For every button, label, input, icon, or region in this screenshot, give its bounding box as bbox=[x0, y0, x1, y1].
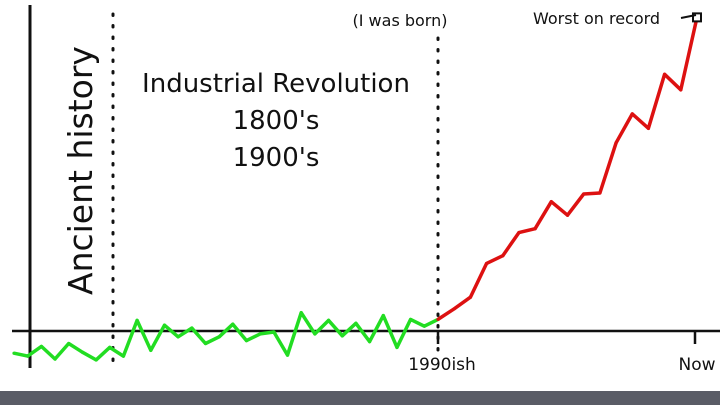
x-tick-label-now: Now bbox=[678, 355, 715, 375]
data-point-pre-1990-26 bbox=[368, 340, 372, 344]
data-point-pre-1990-20 bbox=[285, 353, 290, 357]
data-point-pre-1990-10 bbox=[149, 348, 153, 352]
data-point-post-1990-7 bbox=[549, 200, 553, 204]
data-point-post-1990-9 bbox=[582, 192, 586, 196]
data-point-pre-1990-29 bbox=[409, 317, 413, 322]
data-point-pre-1990-30 bbox=[422, 324, 426, 328]
data-point-post-1990-15 bbox=[679, 88, 683, 92]
data-point-pre-1990-11 bbox=[162, 323, 167, 327]
data-point-post-1990-12 bbox=[630, 112, 634, 116]
era-label-industrial: Industrial Revolution bbox=[142, 69, 410, 99]
data-point-post-1990-11 bbox=[614, 141, 618, 145]
data-point-pre-1990-13 bbox=[190, 326, 194, 330]
data-point-pre-1990-15 bbox=[217, 335, 221, 339]
data-point-pre-1990-22 bbox=[313, 332, 317, 336]
era-label-ancient: Ancient history bbox=[61, 46, 100, 295]
era-label-1900s: 1900's bbox=[233, 143, 320, 173]
data-point-pre-1990-18 bbox=[258, 332, 262, 336]
data-point-post-1990-5 bbox=[517, 230, 521, 235]
series-line-pre-1990 bbox=[13, 310, 439, 362]
series-line-post-1990 bbox=[437, 17, 699, 321]
data-point-pre-1990-3 bbox=[53, 357, 57, 361]
data-point-pre-1990-25 bbox=[354, 321, 358, 325]
data-point-post-1990-3 bbox=[484, 261, 489, 266]
era-label-1800s: 1800's bbox=[233, 106, 320, 136]
era-label-born: (I was born) bbox=[353, 11, 448, 30]
data-point-pre-1990-7 bbox=[108, 345, 112, 350]
data-point-pre-1990-1 bbox=[26, 354, 30, 358]
data-point-post-1990-0 bbox=[436, 317, 440, 322]
data-point-pre-1990-0 bbox=[12, 351, 16, 355]
data-point-pre-1990-19 bbox=[272, 330, 276, 334]
data-point-post-1990-10 bbox=[598, 191, 602, 195]
data-point-pre-1990-4 bbox=[67, 341, 71, 346]
data-point-post-1990-14 bbox=[663, 72, 667, 76]
data-point-pre-1990-17 bbox=[244, 339, 249, 343]
annotation-worst-on-record: Worst on record bbox=[533, 9, 660, 28]
data-point-post-1990-13 bbox=[646, 126, 651, 130]
data-point-pre-1990-9 bbox=[135, 318, 139, 322]
data-point-pre-1990-23 bbox=[326, 318, 331, 322]
data-point-post-1990-4 bbox=[501, 254, 505, 258]
data-point-pre-1990-5 bbox=[80, 350, 84, 354]
data-point-pre-1990-27 bbox=[381, 313, 385, 318]
data-point-pre-1990-2 bbox=[39, 344, 43, 349]
data-point-pre-1990-16 bbox=[231, 322, 235, 326]
data-point-post-1990-1 bbox=[452, 307, 456, 311]
data-point-pre-1990-12 bbox=[176, 335, 180, 339]
data-point-pre-1990-6 bbox=[94, 358, 98, 362]
annotation-leader bbox=[680, 14, 697, 19]
bottom-bar bbox=[0, 391, 720, 405]
data-point-post-1990-8 bbox=[565, 213, 570, 217]
data-point-post-1990-2 bbox=[468, 295, 472, 299]
data-point-post-1990-6 bbox=[533, 227, 537, 231]
worst-on-record-marker bbox=[692, 12, 702, 23]
data-point-pre-1990-14 bbox=[203, 341, 208, 346]
x-tick-label-1990ish: 1990ish bbox=[408, 355, 476, 375]
data-point-pre-1990-28 bbox=[395, 345, 399, 350]
data-point-pre-1990-8 bbox=[121, 354, 126, 358]
data-point-pre-1990-24 bbox=[340, 334, 344, 338]
data-point-pre-1990-21 bbox=[299, 311, 303, 315]
